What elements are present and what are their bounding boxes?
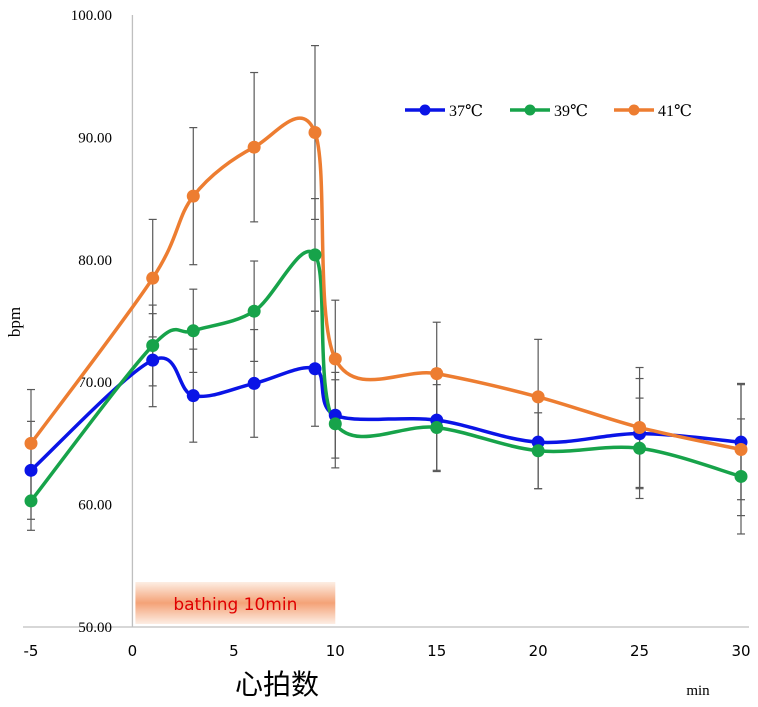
data-point-39c: [734, 469, 748, 483]
series-line-37c: [29, 356, 743, 473]
y-tick-label: 80.00: [78, 253, 112, 269]
data-point-37c: [308, 362, 322, 376]
data-point-41c: [734, 443, 748, 457]
legend-item-37c: 37℃: [405, 103, 483, 120]
data-point-41c: [430, 367, 444, 381]
data-point-41c: [146, 271, 160, 285]
data-point-37c: [186, 389, 200, 403]
data-point-37c: [146, 353, 160, 367]
data-point-39c: [186, 324, 200, 338]
data-point-41c: [308, 126, 322, 140]
data-point-41c: [633, 420, 647, 434]
x-tick-label: 5: [229, 642, 239, 660]
bathing-period-band: [135, 582, 336, 624]
x-tick-label: 10: [326, 642, 345, 660]
data-point-39c: [531, 444, 545, 458]
data-point-41c: [247, 140, 261, 154]
data-point-39c: [308, 248, 322, 262]
x-tick-label: 25: [630, 642, 649, 660]
x-tick-label: 30: [731, 642, 750, 660]
legend-item-41c: 41℃: [614, 103, 692, 120]
series-line-41c: [29, 116, 743, 452]
data-point-37c: [24, 463, 38, 477]
legend-label: 41℃: [658, 103, 692, 120]
data-point-39c: [430, 420, 444, 434]
y-tick-label: 70.00: [78, 375, 112, 391]
x-axis-label: min: [686, 683, 710, 699]
legend-label: 37℃: [449, 103, 483, 120]
data-point-39c: [247, 304, 261, 318]
data-point-41c: [24, 436, 38, 450]
data-point-39c: [328, 417, 342, 431]
y-tick-label: 60.00: [78, 498, 112, 514]
legend-item-39c: 39℃: [510, 103, 588, 120]
y-tick-label: 100.00: [71, 8, 112, 24]
data-point-37c: [247, 376, 261, 390]
legend-label: 39℃: [554, 103, 588, 120]
data-point-39c: [633, 441, 647, 455]
y-axis-label: bpm: [5, 307, 24, 337]
x-tick-label: -5: [24, 642, 39, 660]
x-tick-label: 20: [529, 642, 548, 660]
data-point-41c: [328, 352, 342, 366]
data-point-39c: [146, 338, 160, 352]
series-line-39c: [29, 249, 743, 503]
chart-caption: 心拍数: [235, 669, 319, 701]
data-point-41c: [531, 390, 545, 404]
data-point-39c: [24, 494, 38, 508]
y-tick-label: 50.00: [78, 620, 112, 636]
y-tick-label: 90.00: [78, 130, 112, 146]
x-tick-label: 15: [427, 642, 446, 660]
data-point-41c: [186, 189, 200, 203]
bathing-annotation: bathing 10min: [173, 595, 297, 615]
x-tick-label: 0: [128, 642, 138, 660]
